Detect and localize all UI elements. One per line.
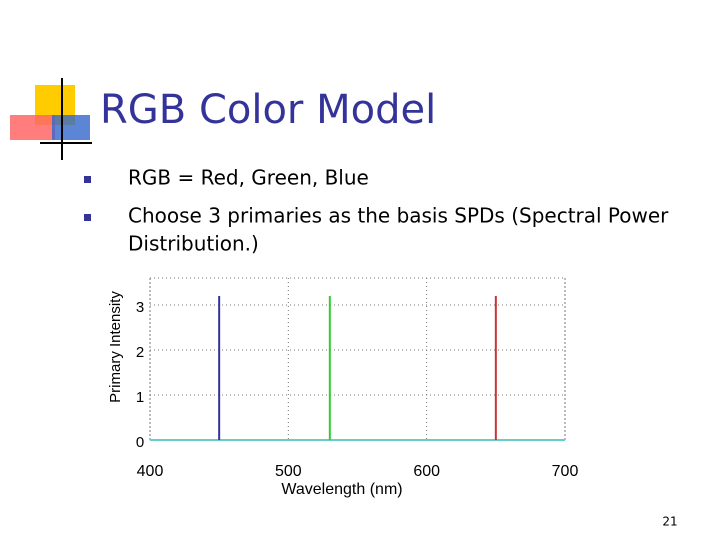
y-tick-label: 2 [136,344,144,361]
bullet-text: Distribution.) [128,232,259,256]
y-axis-label: Primary Intensity [107,291,124,403]
deco-red [10,115,55,140]
x-tick-label: 500 [275,463,302,480]
bullet-text: RGB = Red, Green, Blue [128,166,369,190]
y-tick-label: 0 [136,434,144,451]
y-tick-label: 3 [136,299,144,316]
bullet-text: Choose 3 primaries as the basis SPDs (Sp… [128,204,669,228]
x-tick-label: 700 [552,463,579,480]
bullet-marker [84,214,91,221]
plot-frame [149,277,566,441]
y-tick-label: 1 [136,389,144,406]
x-tick-label: 400 [137,463,164,480]
page-number: 21 [662,515,677,529]
slide-title: RGB Color Model [100,87,436,133]
bullet-marker [84,176,91,183]
x-axis-label: Wavelength (nm) [281,481,402,498]
x-tick-label: 600 [413,463,440,480]
deco-blue [52,115,90,140]
